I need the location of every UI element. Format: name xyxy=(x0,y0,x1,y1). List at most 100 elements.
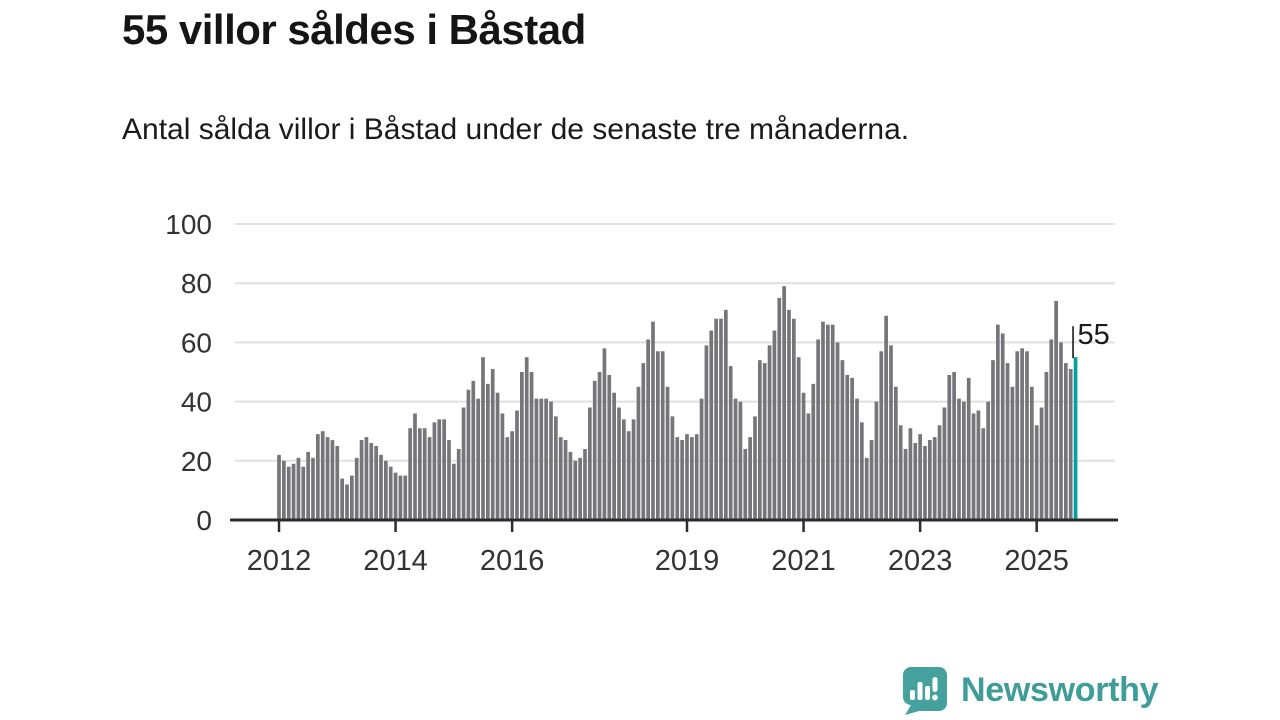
bar xyxy=(408,428,412,520)
bar xyxy=(816,339,820,520)
bar xyxy=(622,419,626,520)
bar xyxy=(874,401,879,520)
bar xyxy=(437,419,442,520)
highlight-value-label: 55 xyxy=(1078,319,1110,351)
bar xyxy=(782,286,786,520)
bar xyxy=(403,475,408,520)
brand-name: Newsworthy xyxy=(961,670,1159,709)
bar xyxy=(549,401,553,520)
bar xyxy=(961,401,966,520)
bar xyxy=(384,460,388,520)
bar xyxy=(592,380,597,520)
bar xyxy=(476,398,480,520)
bar xyxy=(554,416,558,520)
bar xyxy=(1029,386,1034,520)
bar xyxy=(359,440,364,520)
bar xyxy=(801,392,806,520)
bar xyxy=(277,454,281,520)
bar xyxy=(539,398,544,520)
bar xyxy=(588,407,592,520)
bar xyxy=(340,478,344,520)
bar xyxy=(947,374,952,520)
bar xyxy=(923,446,927,520)
page-title: 55 villor såldes i Båstad xyxy=(122,6,586,53)
bar xyxy=(456,448,461,520)
bar xyxy=(651,321,655,520)
bar xyxy=(461,407,466,520)
y-axis-tick-label: 80 xyxy=(181,268,212,299)
bar xyxy=(1025,351,1029,520)
bar xyxy=(1044,372,1049,520)
bar xyxy=(772,330,777,520)
bar xyxy=(1005,363,1010,520)
bar xyxy=(743,448,748,520)
bar xyxy=(626,431,631,520)
bar xyxy=(306,451,310,520)
bar xyxy=(864,457,869,520)
bar xyxy=(301,466,306,520)
bar xyxy=(903,448,908,520)
bar xyxy=(656,351,660,520)
bar xyxy=(966,377,971,520)
bar xyxy=(884,315,888,520)
bar xyxy=(1049,339,1054,520)
bar xyxy=(767,345,772,520)
bar xyxy=(286,466,291,520)
bar xyxy=(665,386,670,520)
bar xyxy=(369,443,374,520)
bar xyxy=(631,419,636,520)
x-axis-tick-label: 2019 xyxy=(655,545,720,577)
bar xyxy=(520,372,524,520)
bar-glyph-2 xyxy=(917,682,923,700)
bar xyxy=(510,431,514,520)
bar xyxy=(850,377,854,520)
bar xyxy=(777,298,782,520)
bar xyxy=(495,392,500,520)
bar xyxy=(680,440,684,520)
bar xyxy=(534,398,539,520)
bar xyxy=(447,440,451,520)
exclamation-stem xyxy=(932,677,938,692)
highlighted-bar xyxy=(1073,357,1078,520)
bar xyxy=(830,324,835,520)
bar xyxy=(976,410,981,520)
bar xyxy=(583,448,587,520)
bar xyxy=(607,374,612,520)
bar xyxy=(733,398,738,520)
x-axis-tick-label: 2023 xyxy=(888,545,953,577)
bar xyxy=(330,440,335,520)
bar xyxy=(981,428,986,520)
bar xyxy=(927,440,932,520)
bar xyxy=(753,416,757,520)
bar xyxy=(1059,342,1063,520)
x-axis-tick-label: 2012 xyxy=(247,545,312,577)
bar xyxy=(442,419,446,520)
bar xyxy=(282,460,286,520)
bar-glyph-3 xyxy=(925,686,930,700)
bar xyxy=(296,457,301,520)
bar xyxy=(379,454,383,520)
bar xyxy=(685,434,689,520)
bar xyxy=(325,437,330,520)
bar xyxy=(481,357,485,520)
bar xyxy=(937,425,942,520)
bar xyxy=(913,443,918,520)
x-axis-tick-label: 2014 xyxy=(363,545,428,577)
bar xyxy=(762,363,767,520)
y-axis-tick-label: 20 xyxy=(181,446,212,477)
y-axis-tick-label: 60 xyxy=(181,327,212,358)
bar xyxy=(660,351,665,520)
bar xyxy=(879,351,884,520)
bar xyxy=(427,437,432,520)
bar xyxy=(311,457,315,520)
bar xyxy=(757,360,762,520)
bar xyxy=(995,324,1000,520)
y-axis-tick-label: 0 xyxy=(196,505,212,536)
bar xyxy=(393,472,398,520)
bar xyxy=(796,357,801,520)
bar xyxy=(787,309,791,520)
bar xyxy=(471,380,476,520)
x-axis-tick-label: 2016 xyxy=(480,545,545,577)
bar xyxy=(714,318,718,520)
